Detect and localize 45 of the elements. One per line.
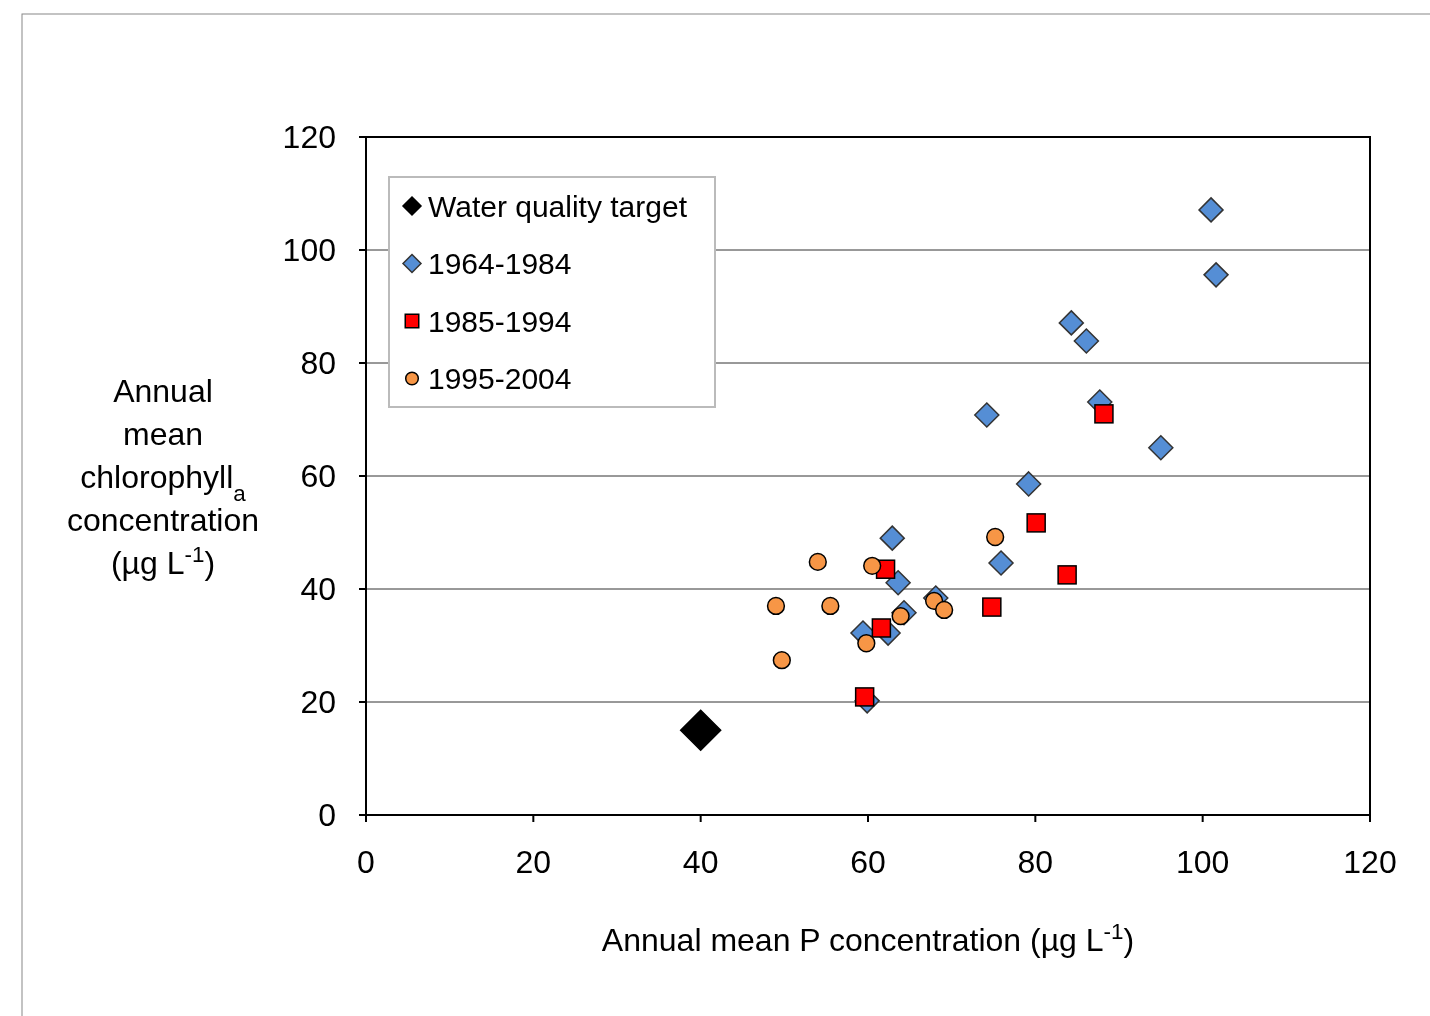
point xyxy=(986,527,1005,547)
legend-label: Water quality target xyxy=(428,189,688,223)
legend-label: 1985-1994 xyxy=(428,304,572,338)
point xyxy=(934,600,954,620)
point xyxy=(1094,404,1114,424)
point xyxy=(1058,310,1085,336)
x-axis-title: Annual mean P concentration (µg L$^{-1}$) xyxy=(601,918,1135,958)
point xyxy=(1073,328,1100,354)
y-tick-label: 60 xyxy=(300,458,336,495)
point xyxy=(879,525,906,551)
y-tick-label: 20 xyxy=(300,684,336,721)
point xyxy=(885,570,911,596)
point xyxy=(863,556,882,575)
x-tick-label: 0 xyxy=(357,844,375,880)
legend-label: 1995-2004 xyxy=(428,362,572,395)
point xyxy=(1148,435,1174,461)
point xyxy=(1203,262,1229,288)
point xyxy=(1057,565,1077,585)
point xyxy=(857,634,876,653)
x-tick-label: 80 xyxy=(1017,844,1054,880)
x-tick-label: 100 xyxy=(1175,844,1230,880)
point xyxy=(988,550,1014,576)
x-tick-label: 40 xyxy=(682,844,719,880)
point xyxy=(679,709,722,751)
y-tick-label: 40 xyxy=(300,571,336,608)
x-tick-label: 20 xyxy=(515,844,552,880)
y-tick-label: 100 xyxy=(282,232,336,269)
point xyxy=(821,596,840,616)
x-tick-label: 120 xyxy=(1343,844,1397,880)
point xyxy=(772,651,791,670)
point xyxy=(1026,513,1046,533)
x-tick-label: 60 xyxy=(850,844,886,880)
point xyxy=(854,687,875,707)
point xyxy=(1015,471,1042,497)
point xyxy=(766,596,786,616)
y-tick-label: 0 xyxy=(318,797,336,834)
point xyxy=(974,402,1000,428)
point xyxy=(808,552,827,572)
y-axis-title: Annual mean chlorophyll$_{a}$ concentration (µg L$^{-1}$) xyxy=(66,373,260,581)
y-tick-label: 80 xyxy=(300,345,336,382)
legend-label: 1964-1984 xyxy=(428,247,572,280)
point xyxy=(1198,197,1224,223)
y-tick-label: 120 xyxy=(282,119,336,156)
point xyxy=(871,618,892,638)
point xyxy=(982,597,1002,617)
